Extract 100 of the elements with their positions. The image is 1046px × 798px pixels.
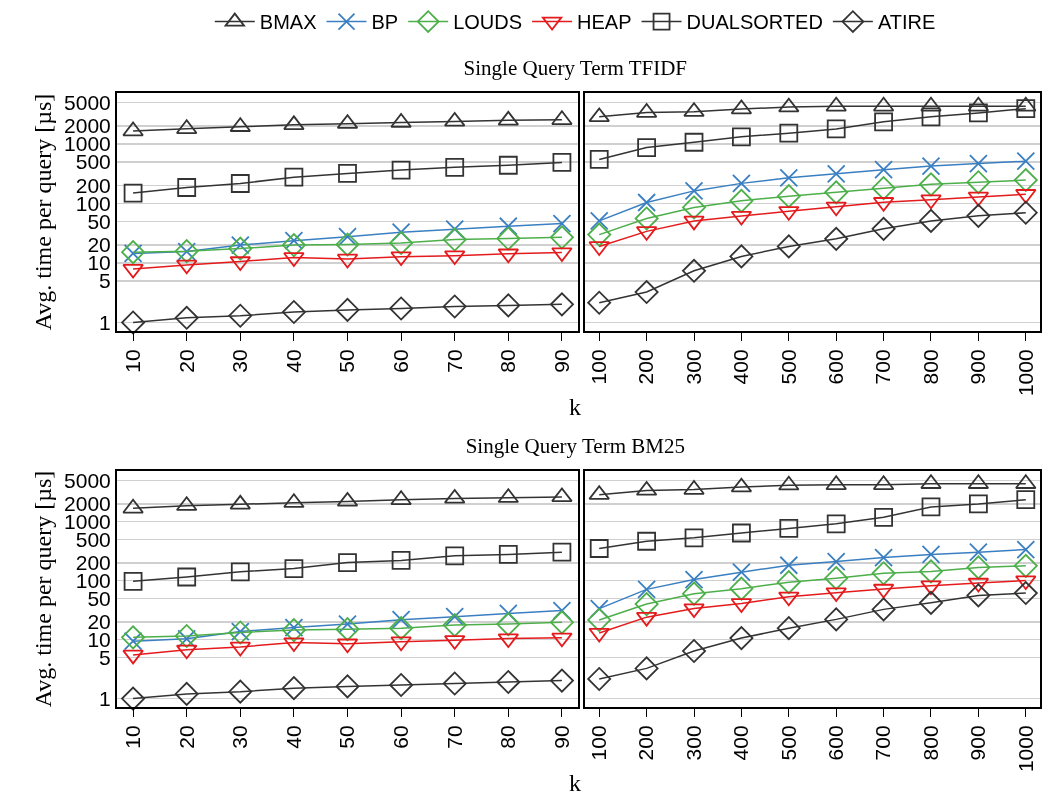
x-axis-title: k — [569, 394, 581, 420]
x-tick-label: 600 — [824, 349, 848, 385]
point — [587, 290, 612, 315]
point — [968, 154, 988, 173]
y-axis-title: Avg. time per query [µs] — [29, 93, 56, 331]
x-axis-title: k — [569, 770, 581, 796]
x-tick-label: 70 — [442, 349, 466, 373]
point — [732, 523, 751, 543]
point — [966, 583, 991, 608]
point — [549, 668, 574, 693]
point — [968, 103, 988, 123]
point — [552, 214, 572, 233]
point — [496, 670, 521, 694]
point — [228, 303, 253, 328]
x-tick-label: 900 — [966, 725, 990, 761]
point — [229, 641, 251, 657]
point — [496, 612, 521, 637]
point — [442, 227, 467, 252]
point — [228, 679, 253, 704]
point — [682, 195, 706, 220]
point — [874, 160, 893, 180]
point — [637, 193, 657, 212]
point — [683, 215, 705, 231]
point — [871, 176, 896, 201]
point — [496, 293, 521, 318]
point — [498, 544, 518, 564]
point — [778, 97, 800, 113]
x-tick-label: 800 — [918, 349, 942, 385]
x-tick-label: 1000 — [1013, 725, 1037, 773]
point — [779, 123, 799, 143]
point — [634, 656, 659, 681]
point — [122, 263, 144, 279]
x-tick-label: 80 — [496, 349, 520, 373]
x-tick-label: 500 — [776, 349, 800, 385]
x-tick-label: 200 — [634, 349, 658, 385]
point — [684, 181, 704, 201]
point — [634, 206, 659, 231]
point — [637, 138, 657, 158]
point — [1016, 490, 1036, 510]
point — [589, 211, 609, 231]
point — [338, 164, 357, 183]
point — [549, 610, 574, 635]
legend-label: HEAP — [577, 11, 632, 34]
point — [228, 236, 253, 261]
point — [551, 632, 573, 648]
point — [177, 567, 197, 587]
point — [589, 150, 609, 169]
point — [968, 494, 988, 514]
point — [498, 155, 518, 175]
x-tick-label: 500 — [776, 725, 800, 761]
point — [122, 498, 144, 514]
point — [174, 305, 199, 330]
point — [776, 570, 801, 595]
point — [634, 280, 659, 304]
point — [968, 542, 988, 562]
x-tick-label: 20 — [174, 725, 198, 749]
point — [779, 555, 799, 575]
x-tick-label: 10 — [120, 725, 144, 749]
y-tick-label: 1 — [99, 310, 111, 334]
x-tick-label: 60 — [388, 725, 412, 749]
point — [122, 649, 144, 665]
point — [587, 222, 612, 247]
x-tick-label: 30 — [228, 349, 252, 373]
x-tick-label: 40 — [281, 349, 305, 373]
point — [826, 119, 846, 139]
point — [389, 616, 414, 641]
x-tick-label: 40 — [281, 725, 305, 749]
point — [921, 156, 941, 176]
point — [919, 208, 943, 233]
chart-title: Single Query Term TFIDF — [463, 56, 688, 81]
point — [921, 107, 941, 127]
point — [919, 172, 943, 197]
y-tick-label: 5000 — [64, 90, 111, 114]
point — [919, 590, 943, 615]
point — [729, 244, 754, 269]
point — [682, 581, 706, 606]
point — [921, 497, 941, 517]
point — [121, 625, 146, 650]
point — [871, 597, 896, 622]
point — [732, 562, 751, 582]
point — [684, 528, 704, 548]
point — [966, 203, 991, 228]
x-tick-label: 200 — [634, 725, 658, 761]
point — [826, 164, 846, 184]
point — [122, 121, 144, 137]
point — [281, 300, 306, 324]
point — [874, 507, 893, 527]
x-tick-label: 700 — [871, 349, 895, 385]
x-tick-label: 400 — [729, 725, 753, 761]
y-tick-label: 5000 — [64, 468, 111, 492]
point — [444, 111, 466, 127]
x-tick-label: 800 — [918, 725, 942, 761]
point — [637, 579, 657, 599]
point — [589, 539, 609, 558]
x-tick-label: 50 — [335, 349, 359, 373]
point — [729, 188, 754, 213]
point — [966, 170, 991, 195]
point — [123, 183, 143, 203]
x-tick-label: 300 — [681, 725, 705, 761]
y-tick-label: 200 — [75, 551, 111, 575]
